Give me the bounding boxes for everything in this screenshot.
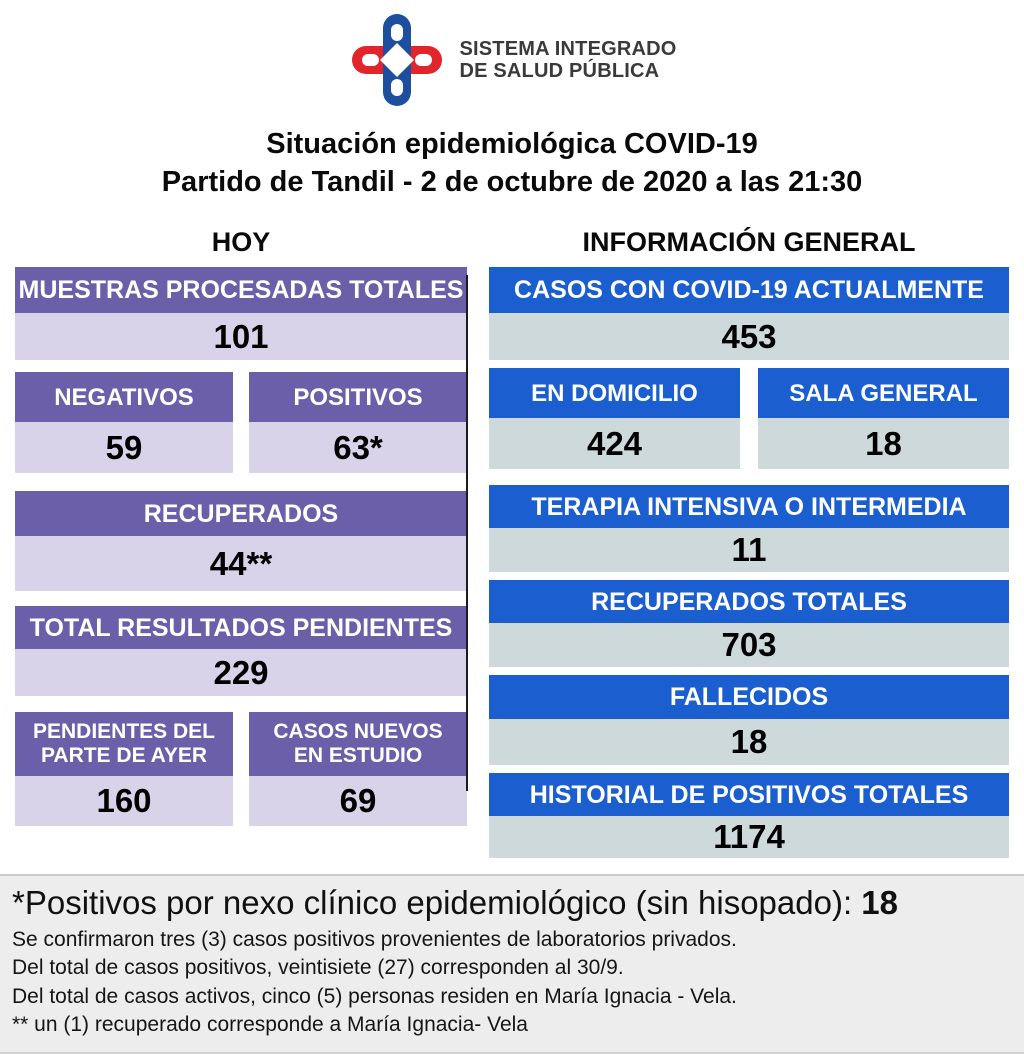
- stat-label: RECUPERADOS: [15, 491, 467, 537]
- stat-muestras-procesadas: MUESTRAS PROCESADAS TOTALES 101: [15, 267, 467, 361]
- logo-text-line1: SISTEMA INTEGRADO: [459, 37, 677, 60]
- stat-casos-nuevos: CASOS NUEVOS EN ESTUDIO 69: [249, 712, 467, 827]
- stat-value: 453: [489, 313, 1009, 361]
- general-info-column: INFORMACIÓN GENERAL CASOS CON COVID-19 A…: [489, 227, 1009, 866]
- stats-columns: HOY MUESTRAS PROCESADAS TOTALES 101 NEGA…: [0, 227, 1024, 866]
- stat-positivos: POSITIVOS 63*: [249, 372, 467, 474]
- logo-text-line2: DE SALUD PÚBLICA: [459, 60, 660, 82]
- footnotes-panel: *Positivos por nexo clínico epidemiológi…: [0, 874, 1024, 1054]
- stat-value: 160: [15, 776, 233, 827]
- today-pair-row: NEGATIVOS 59 POSITIVOS 63*: [15, 372, 467, 474]
- stat-value: 63*: [249, 422, 467, 474]
- header-logo: SISTEMA INTEGRADO DE SALUD PÚBLICA: [0, 0, 1024, 110]
- stat-value: 1174: [489, 816, 1009, 859]
- stat-pendientes-ayer: PENDIENTES DEL PARTE DE AYER 160: [15, 712, 233, 827]
- report-title-line2: Partido de Tandil - 2 de octubre de 2020…: [161, 165, 863, 198]
- stat-recuperados-totales: RECUPERADOS TOTALES 703: [489, 580, 1009, 668]
- stat-label: POSITIVOS: [249, 372, 467, 423]
- stat-value: 11: [489, 528, 1009, 573]
- stat-label: FALLECIDOS: [489, 675, 1009, 720]
- today-column: HOY MUESTRAS PROCESADAS TOTALES 101 NEGA…: [15, 227, 467, 866]
- report-title: Situación epidemiológica COVID-19 Partid…: [0, 126, 1024, 201]
- stat-label: RECUPERADOS TOTALES: [489, 580, 1009, 624]
- today-heading: HOY: [211, 227, 271, 258]
- stat-label-line2: EN ESTUDIO: [293, 744, 423, 768]
- stat-value: 59: [15, 422, 233, 474]
- column-divider-line: [466, 275, 468, 792]
- stat-label: PENDIENTES DEL PARTE DE AYER: [15, 712, 233, 777]
- stat-label-line2: PARTE DE AYER: [40, 744, 208, 768]
- footnote-line: Se confirmaron tres (3) casos positivos …: [12, 927, 737, 951]
- footnote-headline: *Positivos por nexo clínico epidemiológi…: [12, 882, 1012, 923]
- stat-label: SALA GENERAL: [758, 368, 1009, 419]
- stat-terapia-intensiva: TERAPIA INTENSIVA O INTERMEDIA 11: [489, 485, 1009, 573]
- logo-wordmark: SISTEMA INTEGRADO DE SALUD PÚBLICA: [459, 38, 676, 83]
- stat-label: NEGATIVOS: [15, 372, 233, 423]
- stat-value: 18: [758, 418, 1009, 470]
- footnote-line: Del total de casos activos, cinco (5) pe…: [12, 984, 737, 1008]
- today-pair-row-bottom: PENDIENTES DEL PARTE DE AYER 160 CASOS N…: [15, 712, 467, 827]
- footnote-line: Del total de casos positivos, veintisiet…: [12, 956, 624, 980]
- stat-label: EN DOMICILIO: [489, 368, 740, 419]
- stat-label: MUESTRAS PROCESADAS TOTALES: [15, 267, 467, 314]
- stat-value: 101: [15, 313, 467, 361]
- footnote-line: ** un (1) recuperado corresponde a María…: [12, 1013, 528, 1037]
- general-pair-row: EN DOMICILIO 424 SALA GENERAL 18: [489, 368, 1009, 477]
- stat-negativos: NEGATIVOS 59: [15, 372, 233, 474]
- general-info-heading: INFORMACIÓN GENERAL: [582, 227, 916, 258]
- stat-sala-general: SALA GENERAL 18: [758, 368, 1009, 470]
- stat-label: CASOS NUEVOS EN ESTUDIO: [249, 712, 467, 777]
- health-system-logo-icon: [352, 14, 443, 106]
- stat-value: 18: [489, 719, 1009, 766]
- stat-label: TOTAL RESULTADOS PENDIENTES: [15, 606, 467, 650]
- stat-fallecidos: FALLECIDOS 18: [489, 675, 1009, 766]
- stat-value: 44**: [15, 536, 467, 592]
- stat-label-line1: PENDIENTES DEL: [32, 720, 216, 744]
- stat-label: CASOS CON COVID-19 ACTUALMENTE: [489, 267, 1009, 314]
- stat-resultados-pendientes: TOTAL RESULTADOS PENDIENTES 229: [15, 606, 467, 697]
- stat-label: HISTORIAL DE POSITIVOS TOTALES: [489, 773, 1009, 817]
- footnote-headline-text: *Positivos por nexo clínico epidemiológi…: [12, 884, 862, 922]
- stat-value: 703: [489, 623, 1009, 668]
- stat-label: TERAPIA INTENSIVA O INTERMEDIA: [489, 485, 1009, 529]
- footnote-headline-value: 18: [861, 884, 899, 922]
- stat-value: 229: [15, 649, 467, 697]
- report-title-line1: Situación epidemiológica COVID-19: [266, 128, 758, 160]
- stat-value: 69: [249, 776, 467, 827]
- stat-en-domicilio: EN DOMICILIO 424: [489, 368, 740, 470]
- stat-recuperados: RECUPERADOS 44**: [15, 491, 467, 592]
- stat-label-line1: CASOS NUEVOS: [273, 720, 443, 744]
- stat-historial-positivos: HISTORIAL DE POSITIVOS TOTALES 1174: [489, 773, 1009, 859]
- stat-value: 424: [489, 418, 740, 470]
- stat-casos-actuales: CASOS CON COVID-19 ACTUALMENTE 453: [489, 267, 1009, 361]
